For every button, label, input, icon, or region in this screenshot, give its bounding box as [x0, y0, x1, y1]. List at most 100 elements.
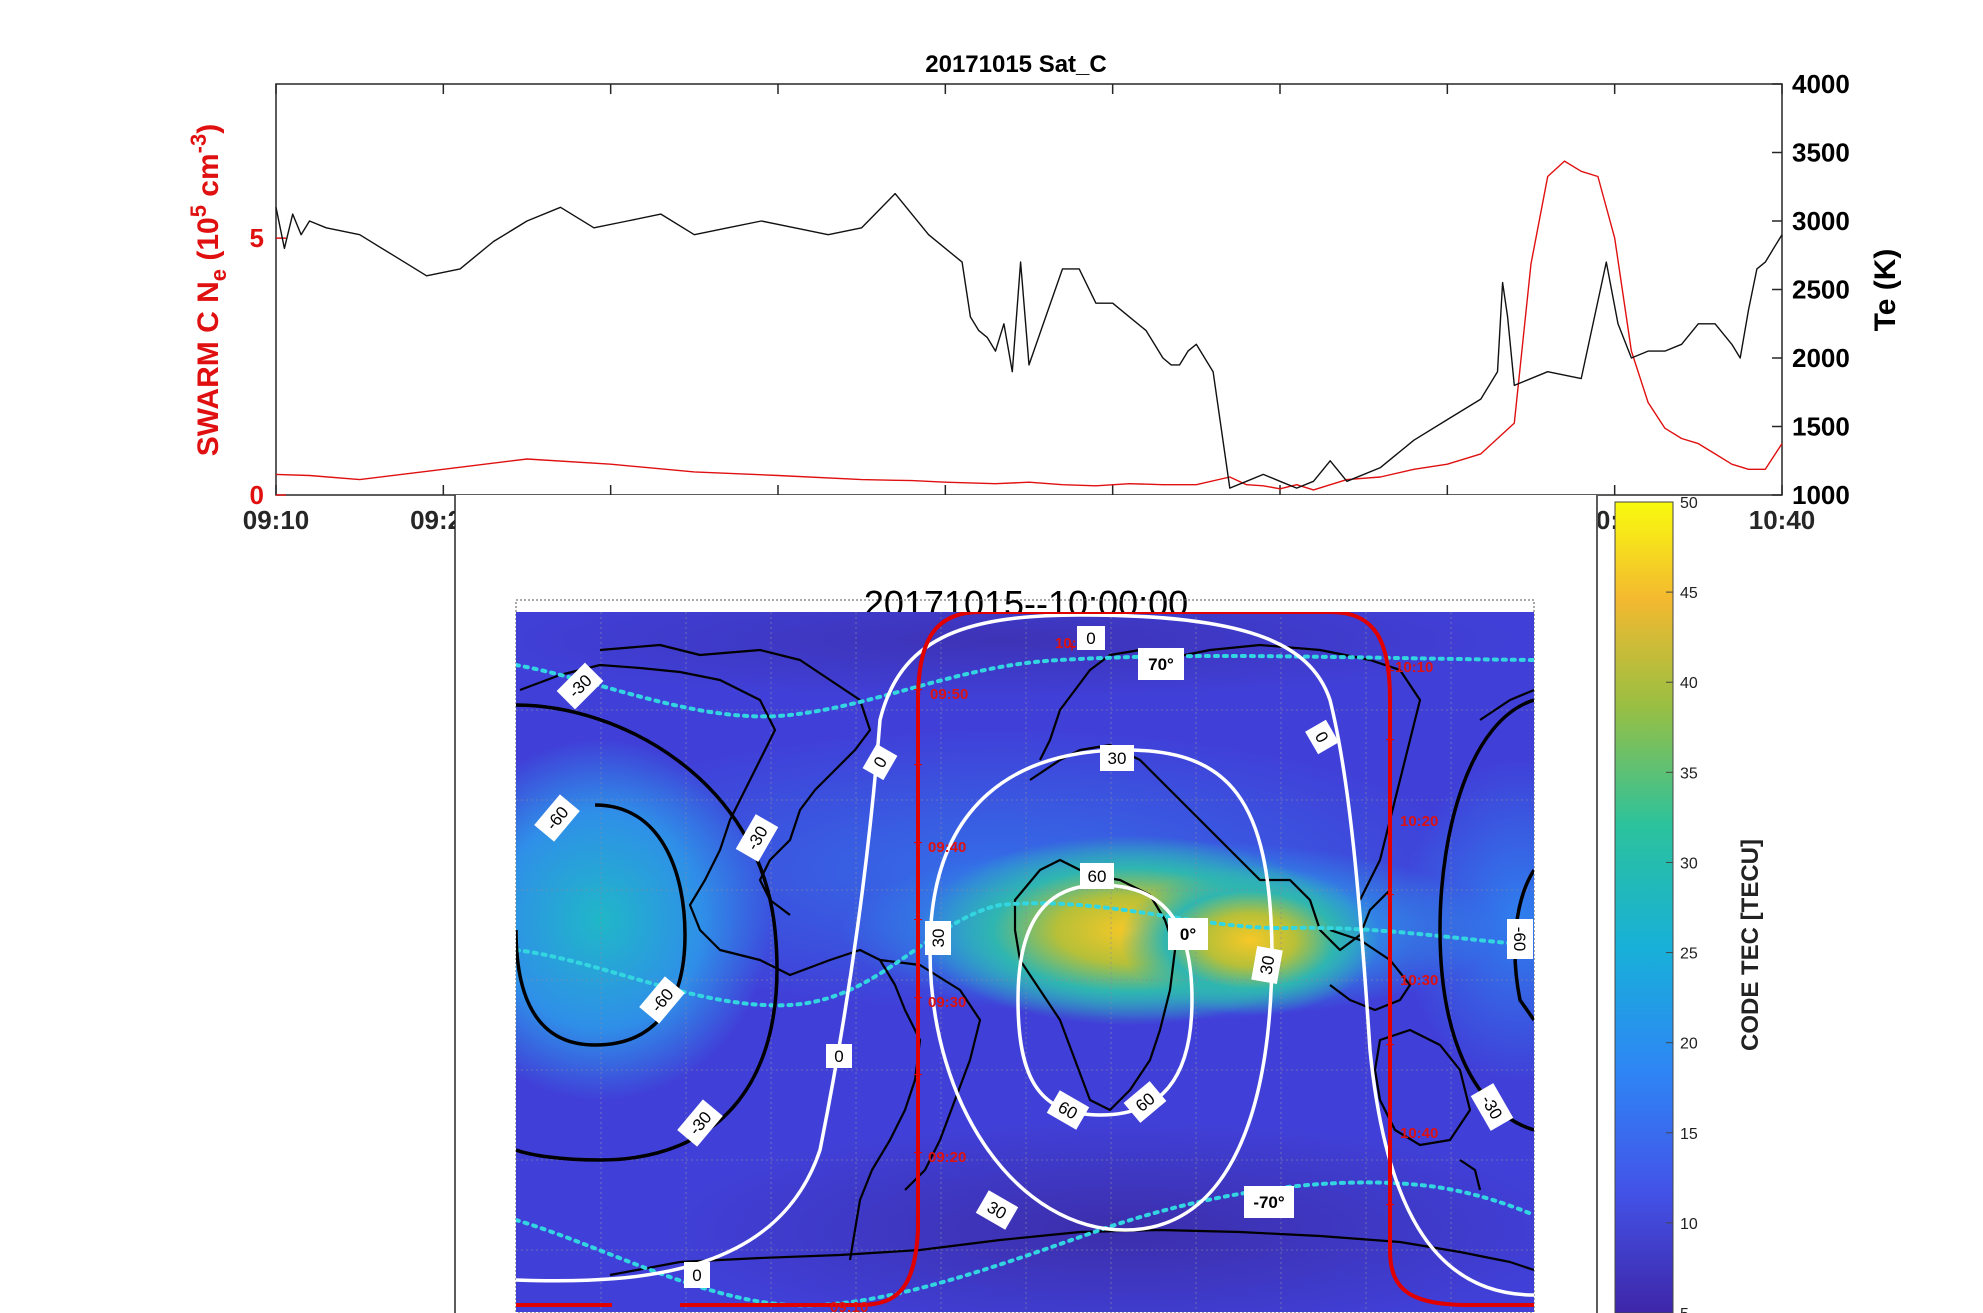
contour-white-30	[928, 748, 1274, 1232]
x-tick-label: 09:10	[243, 505, 310, 535]
contour-label-text: 30	[1108, 749, 1127, 768]
map-graticule	[516, 612, 1534, 1312]
colorbar-label: CODE TEC [TECU]	[1737, 839, 1764, 1051]
dip-label-0: 0°	[1168, 918, 1208, 950]
x-axis-ticks: 09:1009:2009:3009:4009:5010:0010:1010:20…	[243, 84, 1816, 535]
colorbar-tick-label: 15	[1680, 1126, 1698, 1143]
track-label-0950: 09:50	[930, 686, 968, 703]
left-axis-label-prefix: SWARM C N	[192, 281, 225, 456]
colorbar-tick-label: 45	[1680, 585, 1698, 602]
contour-label-text: 0	[834, 1047, 843, 1066]
series-ne-line	[275, 160, 1783, 491]
dip-line-south	[516, 1180, 1534, 1308]
contour-label-white-30-c: 30	[1251, 946, 1283, 984]
contour-label-text: 30	[929, 929, 948, 948]
left-axis-label-end: )	[192, 124, 225, 134]
contour-label-white-0-c: 0	[826, 1044, 852, 1068]
track-markers: + + + + + + + + + + + + +	[913, 639, 1394, 1214]
svg-text:+: +	[913, 835, 922, 852]
colorbar-tick-label: 20	[1680, 1036, 1698, 1053]
contour-label-white-30-b: 30	[925, 921, 951, 955]
contour-label-white-30-d: 30	[975, 1190, 1019, 1230]
svg-text:+: +	[913, 1145, 922, 1162]
time-series-panel: 20171015 Sat_C 09:1009:2009:3009:4009:50…	[186, 51, 1902, 535]
top-plot-frame	[275, 83, 1783, 496]
right-tick-label: 2000	[1792, 343, 1850, 373]
left-axis-label-unit: cm	[192, 153, 225, 205]
x-tick-label: 10:40	[1749, 505, 1816, 535]
svg-text:+: +	[913, 757, 922, 774]
svg-text:+: +	[1385, 887, 1394, 904]
left-axis-label-mid: (10	[192, 217, 225, 269]
contour-label-black-m60-c: -60	[1507, 919, 1533, 959]
svg-text:+: +	[913, 990, 922, 1007]
contour-label-white-60-a: 60	[1080, 863, 1114, 889]
satellite-track	[516, 612, 1534, 1307]
series-lines	[275, 160, 1783, 491]
colorbar-tick-label: 10	[1680, 1216, 1698, 1233]
left-axis-label-sup5: 5	[186, 205, 211, 217]
track-time-labels: 10:00 09:50 09:40 09:30 09:20 09:10 10:1…	[830, 635, 1438, 1313]
dip-label-m70: -70°	[1244, 1186, 1294, 1218]
contour-label-white-0-b: 0	[862, 743, 898, 781]
colorbar-tick-label: 30	[1680, 855, 1698, 872]
track-label-0930: 09:30	[928, 994, 966, 1011]
contour-label-text: 30	[1256, 954, 1278, 976]
contour-label-black-m30-c: -30	[677, 1099, 723, 1147]
right-tick-label: 1000	[1792, 480, 1850, 510]
tec-map-panel: 20171015--10:00:00	[454, 495, 1764, 1313]
colorbar-tick-label: 35	[1680, 765, 1698, 782]
dip-label-70: 70°	[1138, 648, 1184, 680]
contour-label-white-0-a: 0	[1077, 626, 1105, 650]
svg-text:+: +	[913, 912, 922, 929]
colorbar	[1614, 501, 1674, 1313]
left-tick-label: 0	[250, 480, 264, 510]
left-axis-label: SWARM C Ne (105 cm-3)	[186, 124, 231, 456]
contour-black-minus30	[516, 703, 779, 1162]
dip-line-equator	[516, 901, 1534, 1008]
contour-label-text: -60	[1510, 927, 1529, 952]
contour-label-text: 60	[1088, 867, 1107, 886]
track-label-0910: 09:10	[830, 1299, 868, 1313]
sza-contours	[516, 613, 1534, 1297]
svg-text:+: +	[1385, 663, 1394, 680]
colorbar-ticks: 5 10 15 20 25 30 35 40 45 50	[1666, 495, 1698, 1313]
left-tick-label: 5	[250, 223, 264, 253]
colorbar-tick-label: 5	[1680, 1306, 1689, 1313]
track-label-1030: 10:30	[1400, 972, 1438, 989]
colorbar-tick-label: 40	[1680, 675, 1698, 692]
tec-low-north	[516, 612, 1520, 700]
svg-text:+: +	[913, 682, 922, 699]
dip-label-text: 70°	[1148, 655, 1174, 674]
right-tick-label: 2500	[1792, 275, 1850, 305]
right-axis-ticks: 1000 1500 2000 2500 3000 3500 4000	[1772, 69, 1850, 510]
right-tick-label: 3000	[1792, 206, 1850, 236]
track-label-0940: 09:40	[928, 839, 966, 856]
dip-latitude-labels: 70° 0° -70°	[1138, 648, 1294, 1218]
right-tick-label: 1500	[1792, 412, 1850, 442]
dip-label-text: -70°	[1253, 1193, 1285, 1212]
contour-label-white-0-e: 0	[1305, 719, 1339, 755]
dip-line-north	[516, 653, 1534, 719]
tec-enhancement-pacific	[516, 740, 770, 1100]
svg-text:+: +	[913, 1067, 922, 1084]
dip-latitude-lines	[516, 653, 1534, 1308]
track-label-1020: 10:20	[1400, 813, 1438, 830]
track-label-0920: 09:20	[928, 1149, 966, 1166]
svg-text:+: +	[1067, 639, 1076, 656]
left-axis-ticks: 05	[250, 223, 286, 510]
contour-label-text: 0	[692, 1266, 701, 1285]
svg-text:+: +	[1385, 732, 1394, 749]
tec-peak-east	[1120, 865, 1380, 1015]
track-label-1010: 10:10	[1395, 659, 1433, 676]
dip-label-text: 0°	[1180, 925, 1196, 944]
contour-white-0	[516, 613, 1534, 1297]
contour-label-white-0-d: 0	[684, 1262, 710, 1288]
contour-label-text: 0	[1086, 629, 1095, 648]
series-te-line	[275, 192, 1783, 489]
colorbar-tick-label: 25	[1680, 946, 1698, 963]
right-tick-label: 4000	[1792, 69, 1850, 99]
contour-label-white-30-a: 30	[1100, 745, 1134, 771]
left-axis-label-sup: -3	[186, 134, 211, 154]
